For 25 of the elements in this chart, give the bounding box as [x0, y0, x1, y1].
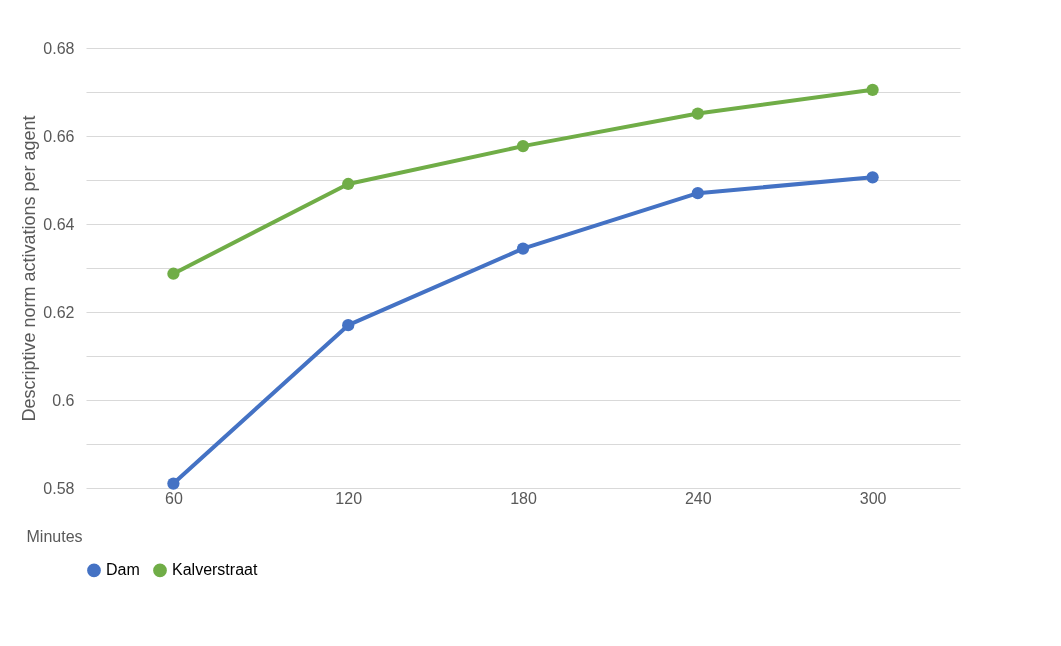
point — [167, 477, 180, 490]
x-tick-label: 60 — [165, 489, 183, 507]
x-tick-label: 180 — [510, 489, 537, 507]
legend-label: Dam — [106, 561, 140, 579]
point — [342, 319, 355, 332]
y-tick-label: 0.66 — [43, 127, 75, 145]
legend-label: Kalverstraat — [172, 561, 258, 579]
point — [866, 83, 879, 96]
y-tick-label: 0.6 — [52, 391, 75, 409]
x-tick-label: 120 — [335, 489, 363, 507]
x-tick-label: 240 — [684, 489, 712, 507]
point — [691, 107, 704, 120]
point — [167, 267, 180, 280]
point — [516, 140, 530, 153]
point — [342, 177, 355, 191]
y-tick-label: 0.68 — [43, 39, 75, 57]
point — [866, 171, 879, 184]
x-tick-label: 300 — [859, 489, 887, 507]
x-axis-title: Minutes — [26, 527, 83, 545]
y-tick-label: 0.62 — [43, 303, 75, 321]
y-tick-label: 0.58 — [43, 479, 75, 497]
y-axis-title: Descriptive norm activations per agent — [19, 115, 40, 422]
y-tick-label: 0.64 — [43, 215, 75, 233]
point — [691, 187, 704, 200]
point — [516, 242, 530, 255]
